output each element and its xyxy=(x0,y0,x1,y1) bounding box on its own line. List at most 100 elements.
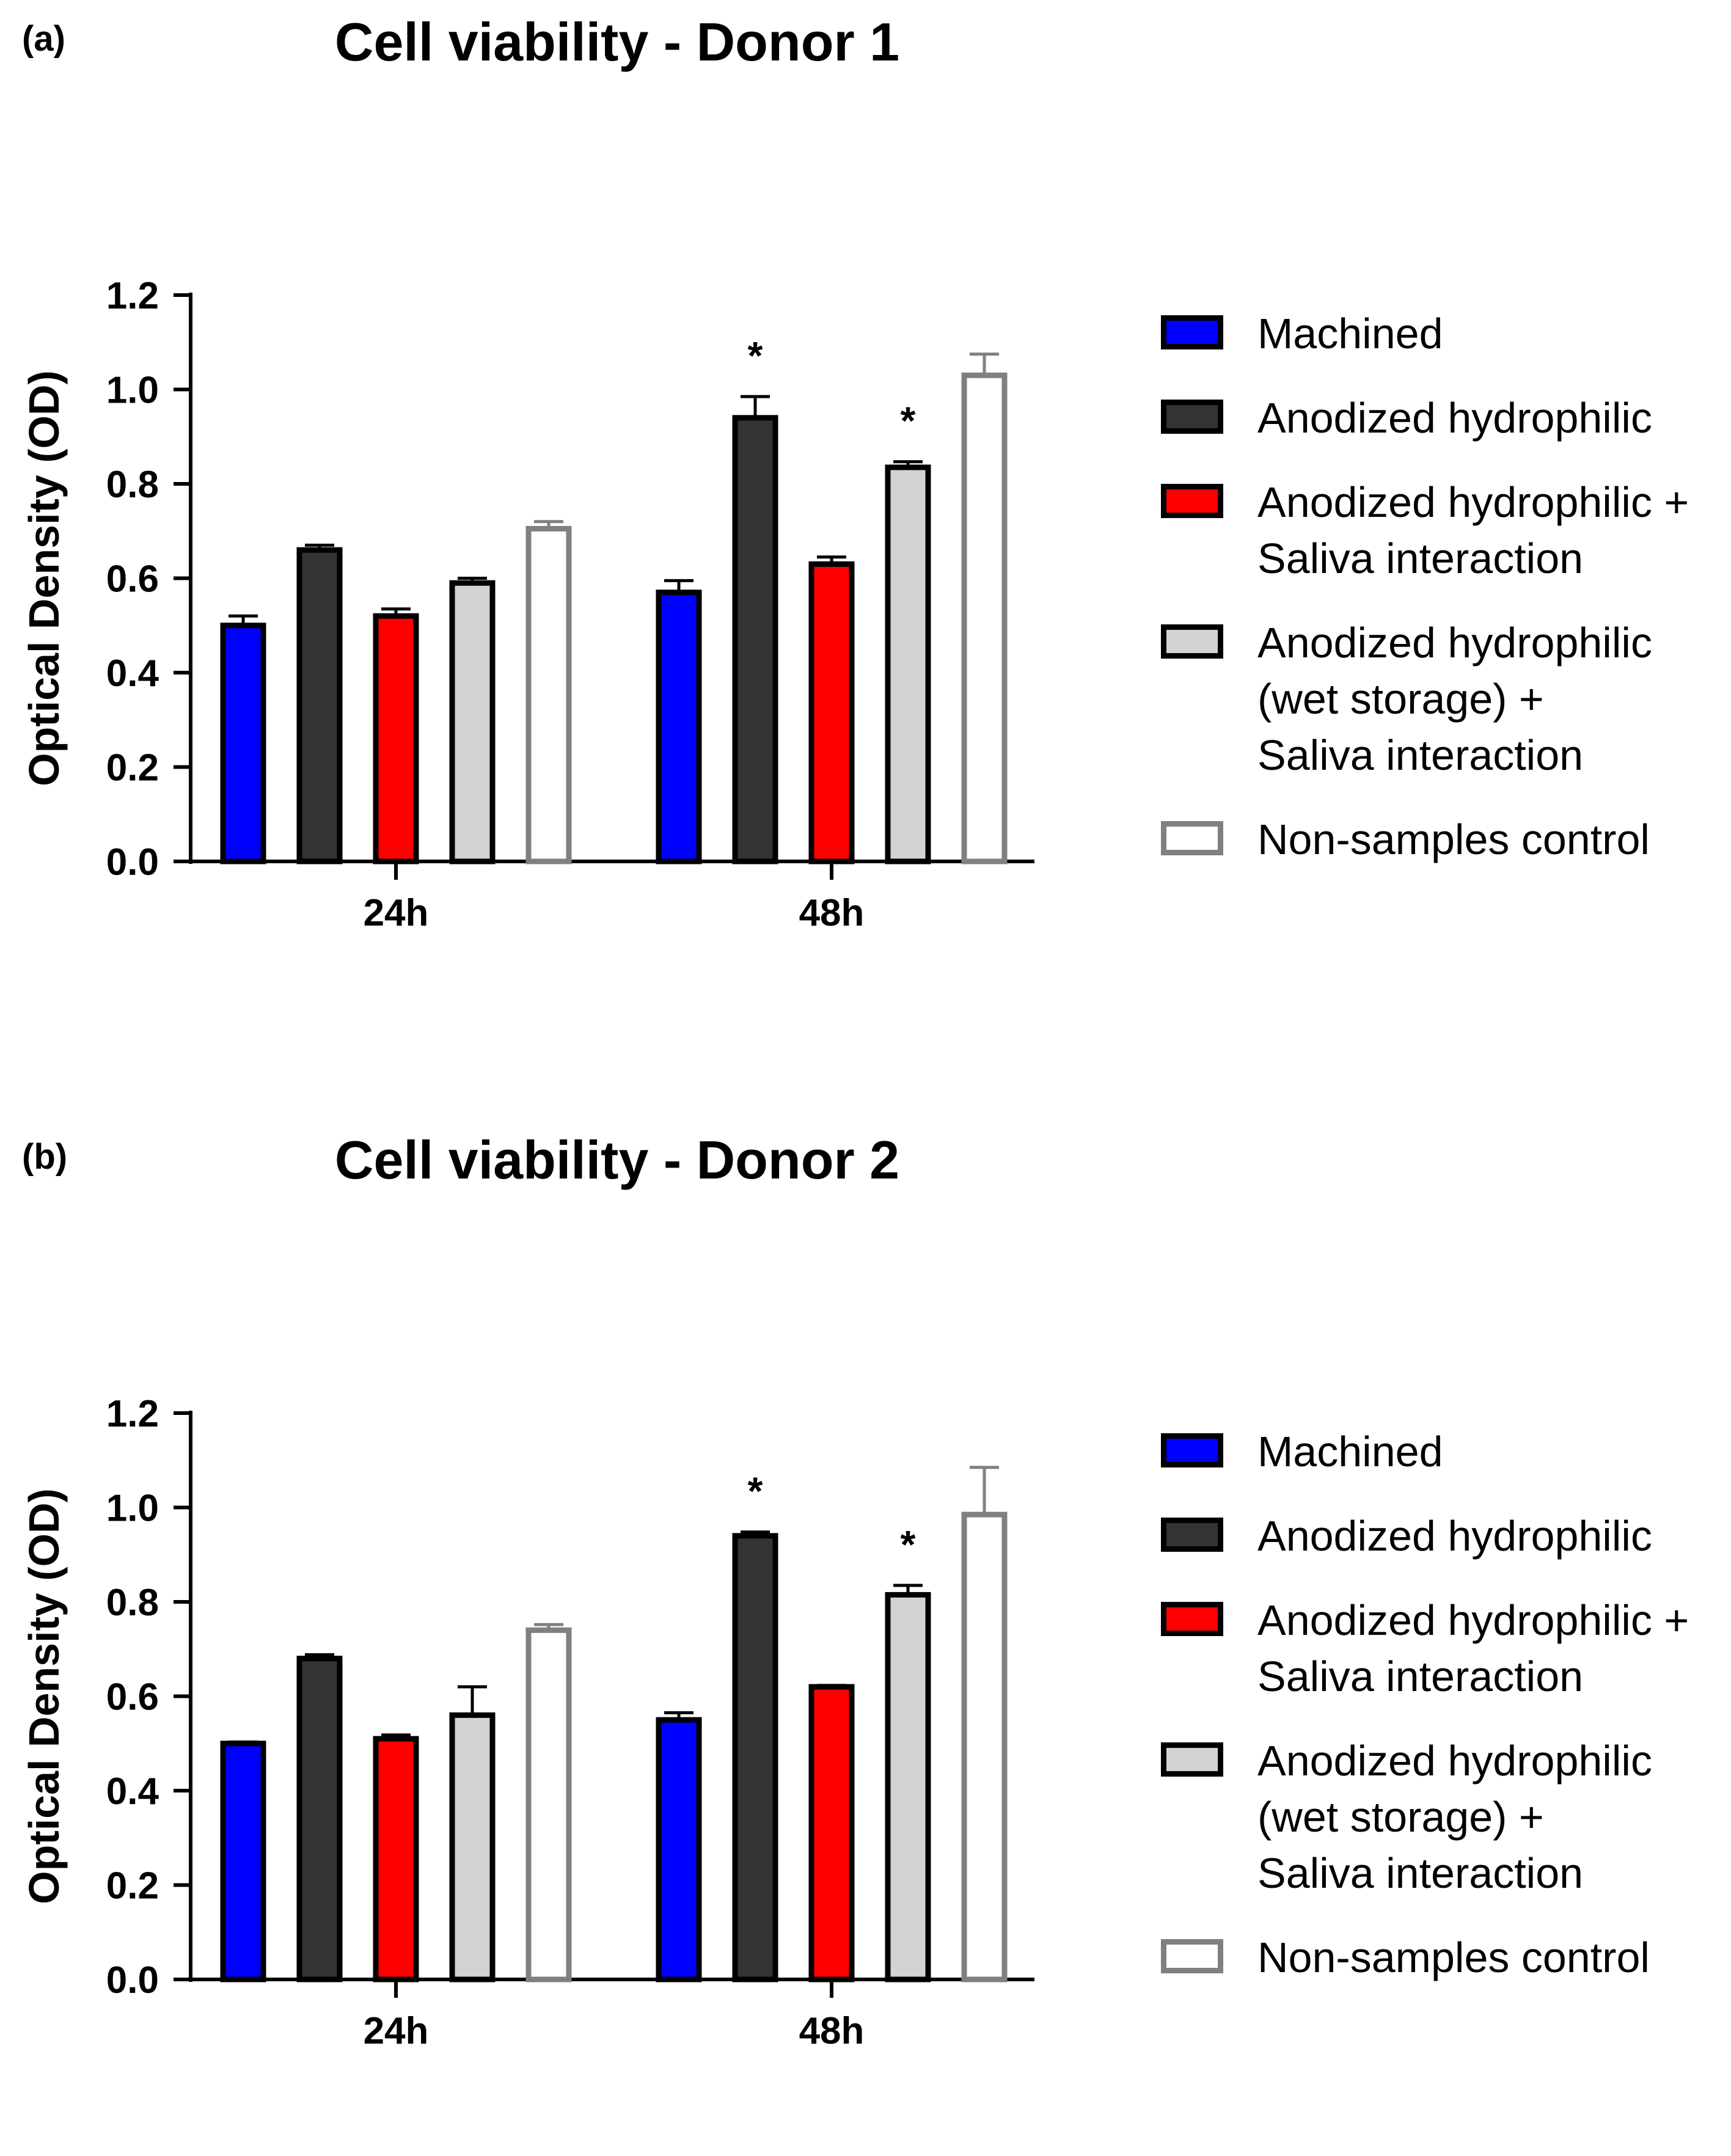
legend-label: Machined xyxy=(1257,305,1722,362)
x-tick-label: 24h xyxy=(364,892,429,934)
legend-item: Anodized hydrophilic + Saliva interaction xyxy=(1161,474,1723,587)
legend-swatch xyxy=(1161,1602,1223,1636)
legend-label: Anodized hydrophilic + Saliva interaction xyxy=(1257,1592,1722,1705)
x-tick-label: 24h xyxy=(364,2010,429,2052)
legend-item: Anodized hydrophilic (wet storage) + Saliv… xyxy=(1161,615,1723,783)
significance-marker: * xyxy=(901,399,916,443)
legend-item: Anodized hydrophilic xyxy=(1161,1508,1723,1564)
legend-item: Machined xyxy=(1161,305,1723,362)
legend-label-line: Anodized hydrophilic + xyxy=(1257,1596,1689,1644)
legend-label: Non-samples control xyxy=(1257,811,1722,868)
legend-item: Machined xyxy=(1161,1423,1723,1480)
legend-label-line: Non-samples control xyxy=(1257,816,1650,863)
y-tick-label: 0.8 xyxy=(106,464,159,506)
bar xyxy=(373,1736,419,1982)
legend-swatch xyxy=(1161,1939,1223,1973)
y-tick-label: 0.2 xyxy=(106,1865,159,1907)
bar xyxy=(732,1533,778,1982)
legend-label: Anodized hydrophilic xyxy=(1257,1508,1722,1564)
legend-swatch xyxy=(1161,821,1223,855)
legend-swatch xyxy=(1161,1742,1223,1777)
y-tick-label: 0.0 xyxy=(106,841,159,883)
legend-label: Anodized hydrophilic (wet storage) + Saliv… xyxy=(1257,1733,1722,1901)
panel-b: (b) Cell viability - Donor 2 0.0 0.2 0.4 0.… xyxy=(0,1118,1731,2156)
legend-label-line: (wet storage) + xyxy=(1257,675,1544,723)
legend-item: Anodized hydrophilic (wet storage) + Saliv… xyxy=(1161,1733,1723,1901)
y-tick-label: 0.8 xyxy=(106,1582,159,1624)
y-tick-label: 1.0 xyxy=(106,370,159,412)
legend-label-line: Anodized hydrophilic xyxy=(1257,619,1652,667)
bar xyxy=(961,1511,1008,1982)
panel-a: (a) Cell viability - Donor 1 0.0 0.2 0.4 0.… xyxy=(0,0,1731,1038)
bar xyxy=(296,1656,343,1982)
legend: Machined Anodized hydrophilic Anodized hyd… xyxy=(1161,1423,1723,1986)
bar xyxy=(449,1712,496,1982)
y-axis-label: Optical Density (OD) xyxy=(20,370,68,786)
bar xyxy=(808,1684,855,1982)
legend-label-line: Saliva interaction xyxy=(1257,535,1584,582)
y-tick-label: 0.4 xyxy=(106,652,159,695)
bar xyxy=(656,590,702,864)
legend-swatch xyxy=(1161,484,1223,518)
bar xyxy=(808,561,855,864)
legend-swatch xyxy=(1161,315,1223,349)
legend-label-line: Saliva interaction xyxy=(1257,1849,1584,1897)
y-axis-label: Optical Density (OD) xyxy=(20,1488,68,1904)
legend-label-line: Anodized hydrophilic xyxy=(1257,394,1652,442)
chart-title: Cell viability - Donor 1 xyxy=(334,12,900,72)
bar-chart: 0.0 0.2 0.4 0.6 0.8 1.0 1.2 Optical Density (OD… xyxy=(20,1393,1034,2052)
bar xyxy=(373,613,419,864)
panel-label: (b) xyxy=(22,1137,68,1177)
legend-item: Anodized hydrophilic + Saliva interaction xyxy=(1161,1592,1723,1705)
legend-item: Non-samples control xyxy=(1161,1929,1723,1986)
bar xyxy=(885,1591,931,1982)
legend-label-line: Saliva interaction xyxy=(1257,731,1584,779)
y-tick-label: 0.6 xyxy=(106,558,159,601)
y-tick-label: 1.2 xyxy=(106,275,159,317)
bar xyxy=(525,1627,572,1982)
legend-label: Anodized hydrophilic (wet storage) + Saliv… xyxy=(1257,615,1722,783)
bar xyxy=(449,580,496,864)
legend-swatch xyxy=(1161,1518,1223,1552)
legend: Machined Anodized hydrophilic Anodized hyd… xyxy=(1161,305,1723,868)
panel-label: (a) xyxy=(22,19,65,59)
legend-item: Anodized hydrophilic xyxy=(1161,390,1723,446)
legend-label-line: Anodized hydrophilic xyxy=(1257,1737,1652,1785)
legend-label-line: Saliva interaction xyxy=(1257,1653,1584,1700)
legend-swatch xyxy=(1161,624,1223,659)
bar xyxy=(296,547,343,864)
significance-marker: * xyxy=(901,1522,916,1566)
legend-label-line: (wet storage) + xyxy=(1257,1793,1544,1841)
legend-label-line: Machined xyxy=(1257,310,1443,357)
legend-label: Anodized hydrophilic xyxy=(1257,390,1722,446)
bar xyxy=(525,525,572,864)
legend-item: Non-samples control xyxy=(1161,811,1723,868)
bar-chart: 0.0 0.2 0.4 0.6 0.8 1.0 1.2 Optical Density (OD… xyxy=(20,275,1034,934)
y-tick-label: 1.0 xyxy=(106,1488,159,1530)
y-tick-label: 0.4 xyxy=(106,1770,159,1813)
significance-marker: * xyxy=(748,334,763,378)
significance-marker: * xyxy=(748,1469,763,1513)
bar xyxy=(656,1717,702,1982)
x-tick-label: 48h xyxy=(799,2010,865,2052)
y-tick-label: 0.2 xyxy=(106,747,159,789)
legend-label: Machined xyxy=(1257,1423,1722,1480)
legend-swatch xyxy=(1161,1433,1223,1467)
x-tick-label: 48h xyxy=(799,892,865,934)
legend-label-line: Anodized hydrophilic xyxy=(1257,1512,1652,1560)
y-tick-label: 0.6 xyxy=(106,1676,159,1719)
bar xyxy=(732,415,778,864)
bar xyxy=(220,623,266,864)
legend-label: Non-samples control xyxy=(1257,1929,1722,1986)
legend-label-line: Machined xyxy=(1257,1428,1443,1475)
legend-label-line: Non-samples control xyxy=(1257,1934,1650,1981)
legend-label-line: Anodized hydrophilic + xyxy=(1257,478,1689,526)
bar xyxy=(961,372,1008,864)
y-tick-label: 0.0 xyxy=(106,1959,159,2001)
chart-title: Cell viability - Donor 2 xyxy=(334,1130,900,1190)
y-tick-label: 1.2 xyxy=(106,1393,159,1435)
legend-label: Anodized hydrophilic + Saliva interaction xyxy=(1257,474,1722,587)
legend-swatch xyxy=(1161,400,1223,434)
bar xyxy=(220,1741,266,1982)
bar xyxy=(885,464,931,864)
